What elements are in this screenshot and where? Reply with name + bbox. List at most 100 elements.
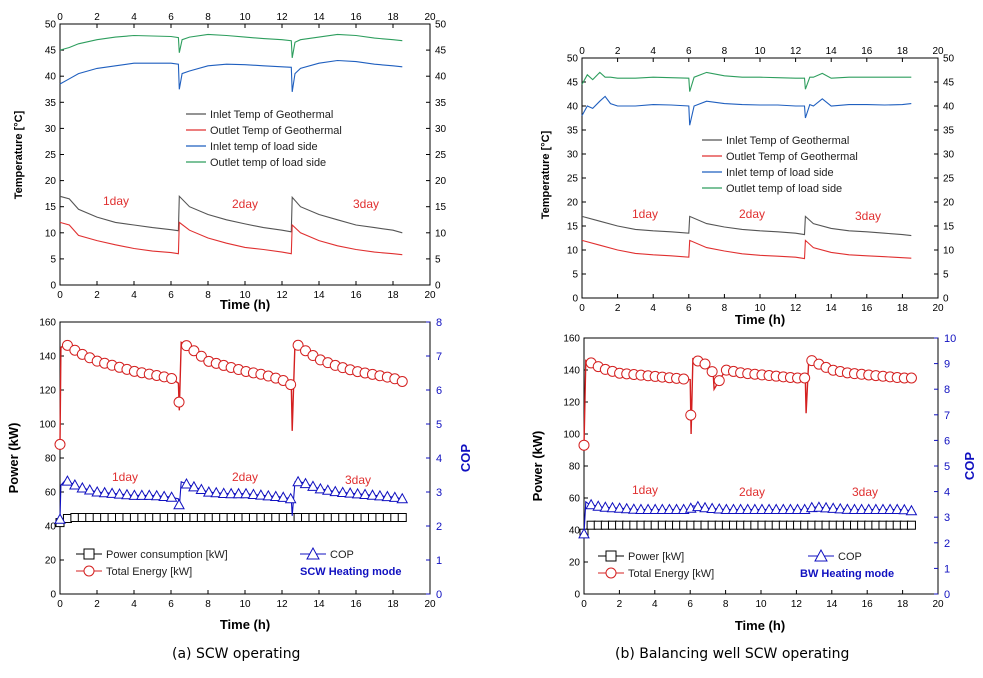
- power-marker: [62, 513, 72, 523]
- cop-marker: [158, 490, 171, 501]
- y-right-tick-label: 5: [943, 270, 949, 281]
- y-right-tick-label: 0: [435, 281, 441, 292]
- power-marker: [144, 513, 154, 522]
- y2-tick-label: 7: [944, 410, 950, 422]
- day-annotation: 2day: [739, 207, 765, 221]
- cop-marker: [374, 489, 386, 501]
- series-line: [581, 215, 912, 237]
- x-tick-label: 6: [687, 599, 693, 610]
- y2-tick-label: 3: [436, 487, 442, 499]
- y-tick-label: 45: [567, 78, 579, 89]
- y2-tick-label: 6: [436, 385, 442, 397]
- cop-marker: [663, 503, 676, 515]
- y-right-tick-label: 50: [435, 20, 447, 31]
- cop-marker: [870, 503, 882, 515]
- power-marker: [271, 513, 281, 522]
- power-marker: [85, 513, 95, 522]
- y-right-tick-label: 30: [435, 124, 447, 135]
- power-marker: [367, 513, 377, 522]
- legend-entry: Outlet temp of load side: [726, 183, 842, 195]
- y-tick-label: 120: [563, 398, 580, 409]
- y-tick-label: 0: [572, 294, 578, 305]
- series-line: [59, 340, 403, 445]
- x-tick-label: 4: [650, 303, 656, 314]
- cop-marker: [805, 501, 818, 513]
- cop-marker: [61, 475, 74, 486]
- cop-marker: [720, 503, 733, 515]
- x-top-tick-label: 2: [615, 46, 621, 57]
- y-tick-label: 10: [567, 246, 579, 257]
- series-line: [59, 59, 403, 92]
- legend-entry: Inlet Temp of Geothermal: [726, 135, 849, 147]
- cop-marker: [620, 502, 633, 514]
- cop-marker: [592, 500, 605, 511]
- cop-marker: [741, 503, 754, 515]
- x-top-tick-label: 4: [650, 46, 656, 57]
- y2-axis-label: COP: [458, 444, 473, 473]
- cop-marker: [396, 492, 409, 504]
- day-annotation: 2day: [232, 197, 258, 211]
- cop-marker: [76, 481, 89, 493]
- power-marker: [226, 513, 236, 522]
- energy-marker: [678, 373, 690, 385]
- energy-marker: [173, 396, 185, 408]
- x-top-tick-label: 18: [897, 46, 909, 57]
- y-tick-label: 35: [567, 126, 579, 137]
- cop-marker: [351, 487, 364, 499]
- x-tick-label: 0: [581, 599, 587, 610]
- y-right-tick-label: 50: [943, 54, 955, 65]
- power-marker: [338, 513, 348, 522]
- y2-tick-label: 8: [436, 317, 442, 329]
- x-tick-label: 2: [615, 303, 621, 314]
- power-marker: [248, 513, 258, 522]
- y-right-tick-label: 40: [943, 102, 955, 113]
- x-top-tick-label: 10: [239, 12, 251, 23]
- x-top-tick-label: 16: [350, 12, 362, 23]
- y-tick-label: 160: [563, 334, 580, 345]
- legend-marker: [605, 550, 617, 562]
- cop-marker: [606, 501, 619, 513]
- x-tick-label: 18: [897, 599, 909, 610]
- x-tick-label: 12: [276, 599, 288, 610]
- x-tick-label: 8: [205, 599, 211, 610]
- cop-marker: [336, 486, 349, 497]
- cop-marker: [329, 485, 342, 497]
- cop-marker: [106, 487, 118, 498]
- y-right-tick-label: 45: [943, 78, 955, 89]
- power-marker: [263, 513, 273, 522]
- y-tick-label: 20: [569, 558, 581, 569]
- power-marker: [315, 513, 325, 522]
- legend-marker: [605, 567, 617, 579]
- cop-marker: [321, 484, 334, 495]
- cop-marker: [314, 482, 327, 494]
- energy-marker: [285, 379, 297, 391]
- cop-marker: [143, 489, 156, 500]
- energy-marker: [180, 340, 192, 352]
- cop-marker: [670, 503, 683, 515]
- legend-marker: [306, 546, 320, 560]
- x-top-tick-label: 6: [686, 46, 692, 57]
- cop-marker: [841, 503, 854, 514]
- y2-tick-label: 4: [436, 453, 442, 465]
- y2-tick-label: 5: [436, 419, 442, 431]
- x-top-tick-label: 10: [754, 46, 766, 57]
- x-tick-label: 10: [754, 303, 766, 314]
- power-marker: [308, 513, 318, 522]
- x-tick-label: 10: [755, 599, 767, 610]
- chart-b_power: 0 2 4 6 8 10 12 14 16 18 2002040608010012014016001…: [530, 333, 977, 633]
- y2-tick-label: 7: [436, 351, 442, 363]
- power-marker: [353, 513, 363, 522]
- y-axis-label: Temperature [°C]: [540, 130, 552, 219]
- x-tick-label: 8: [722, 303, 728, 314]
- y-right-tick-label: 35: [943, 126, 955, 137]
- cop-marker: [277, 491, 290, 502]
- power-marker: [390, 513, 400, 522]
- y2-tick-label: 1: [944, 563, 950, 575]
- y2-tick-label: 0: [436, 589, 442, 601]
- legend-entry: Power [kW]: [628, 551, 684, 563]
- cop-marker: [891, 503, 904, 515]
- cop-marker: [388, 491, 401, 502]
- energy-marker: [685, 409, 697, 421]
- x-tick-label: 18: [387, 599, 399, 610]
- x-tick-label: 6: [168, 599, 174, 610]
